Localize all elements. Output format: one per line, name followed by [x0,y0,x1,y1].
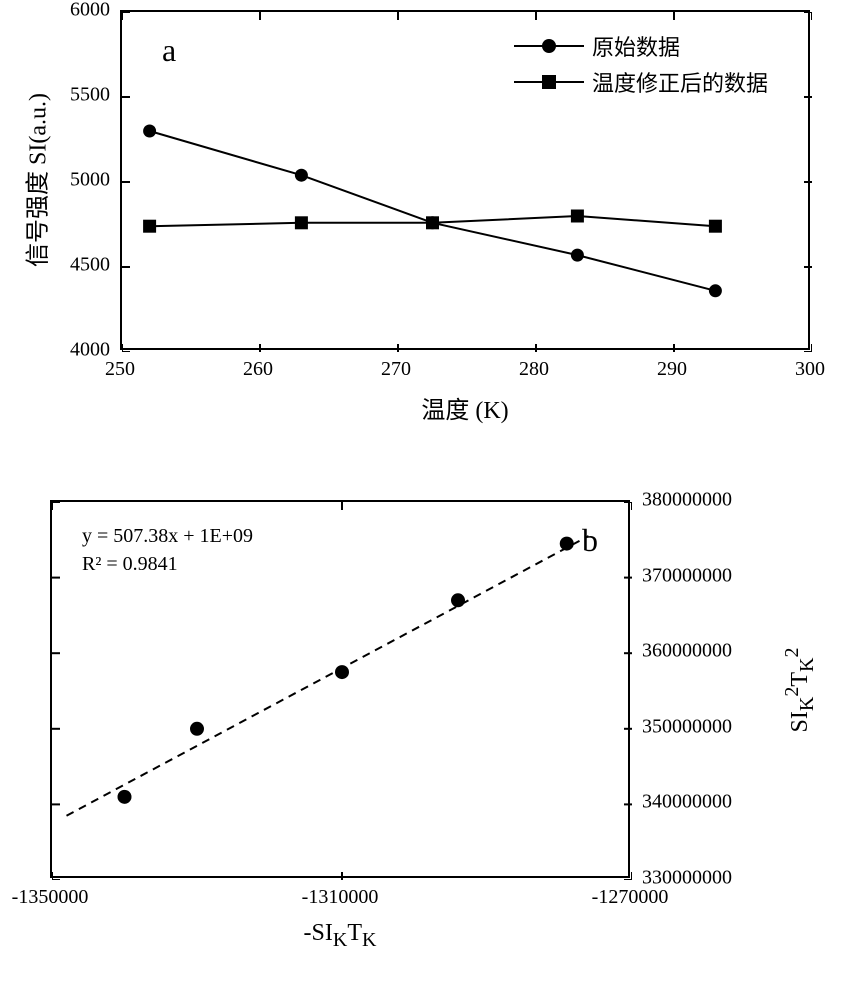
fit-equation: y = 507.38x + 1E+09 [82,522,253,550]
chart-a-panel-letter: a [162,32,176,69]
chart-a-xtick: 290 [657,358,687,381]
chart-b-plot-area: b y = 507.38x + 1E+09 R² = 0.9841 [50,500,630,878]
chart-a-ytick: 5000 [70,169,110,192]
chart-a-xtick: 260 [243,358,273,381]
chart-b-xtick: -1350000 [12,886,89,909]
chart-a-ytick: 4000 [70,339,110,362]
chart-b-xtick: -1270000 [592,886,669,909]
chart-b-ylabel: SIK2TK2 [781,648,819,733]
legend-marker-circle [514,36,584,56]
chart-b: b y = 507.38x + 1E+09 R² = 0.9841 330000… [0,490,852,980]
chart-a-plot-area: a 原始数据 温度修正后的数据 [120,10,810,350]
legend-row-corrected: 温度修正后的数据 [514,66,768,98]
chart-a: a 原始数据 温度修正后的数据 4000 4500 5000 5500 6000 250… [0,0,852,440]
chart-a-xtick: 250 [105,358,135,381]
chart-b-xtick: -1310000 [302,886,379,909]
chart-b-ytick: 360000000 [642,640,732,663]
chart-a-xtick: 270 [381,358,411,381]
legend-row-raw: 原始数据 [514,30,768,62]
chart-a-xlabel: 温度 (K) [421,390,508,425]
chart-a-ytick: 6000 [70,0,110,22]
legend-marker-square [514,72,584,92]
chart-b-ytick: 340000000 [642,791,732,814]
chart-b-panel-letter: b [582,522,598,559]
chart-b-xlabel: -SIKTK [304,920,377,952]
chart-b-ytick: 370000000 [642,564,732,587]
chart-a-ylabel: 信号强度 SI(a.u.) [18,93,53,267]
chart-b-ytick: 350000000 [642,715,732,738]
chart-a-ytick: 5500 [70,84,110,107]
chart-a-xtick: 300 [795,358,825,381]
legend-label-corrected: 温度修正后的数据 [592,66,768,98]
chart-b-annotation: y = 507.38x + 1E+09 R² = 0.9841 [82,522,253,578]
legend-label-raw: 原始数据 [592,30,680,62]
chart-a-ytick: 4500 [70,254,110,277]
chart-b-ytick: 380000000 [642,489,732,512]
chart-a-legend: 原始数据 温度修正后的数据 [514,30,768,102]
fit-r2: R² = 0.9841 [82,550,253,578]
chart-a-xtick: 280 [519,358,549,381]
